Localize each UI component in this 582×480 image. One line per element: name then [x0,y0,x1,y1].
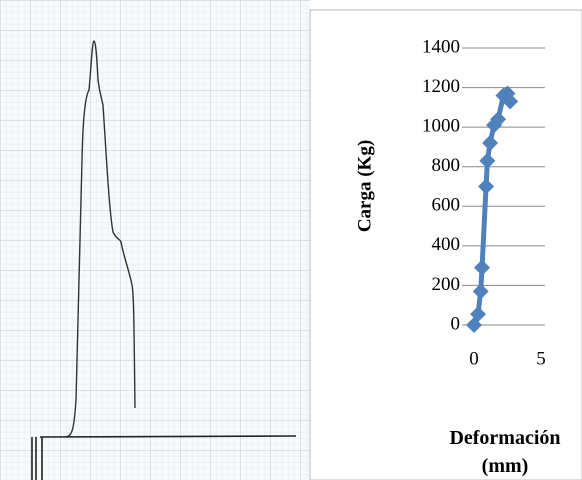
y-tick-label: 0 [451,313,461,334]
y-tick-label: 1400 [422,36,460,57]
x-axis-label: Deformación (mm) [430,424,580,480]
page: Carga (Kg) 0 200 400 600 800 1000 1200 1400 0 5 D… [0,0,582,480]
x-tick-label: 5 [536,348,546,369]
y-tick-label: 400 [432,234,461,255]
graph-paper-photo [0,0,310,480]
y-tick-label: 200 [432,274,461,295]
y-tick-label: 800 [432,155,461,176]
chart: Carga (Kg) 0 200 400 600 800 1000 1200 1400 0 5 [0,0,582,480]
x-tick-label: 0 [469,348,479,369]
y-tick-label: 600 [432,195,461,216]
y-tick-label: 1200 [422,76,460,97]
y-tick-label: 1000 [422,116,460,137]
y-axis-label: Carga (Kg) [354,140,375,232]
